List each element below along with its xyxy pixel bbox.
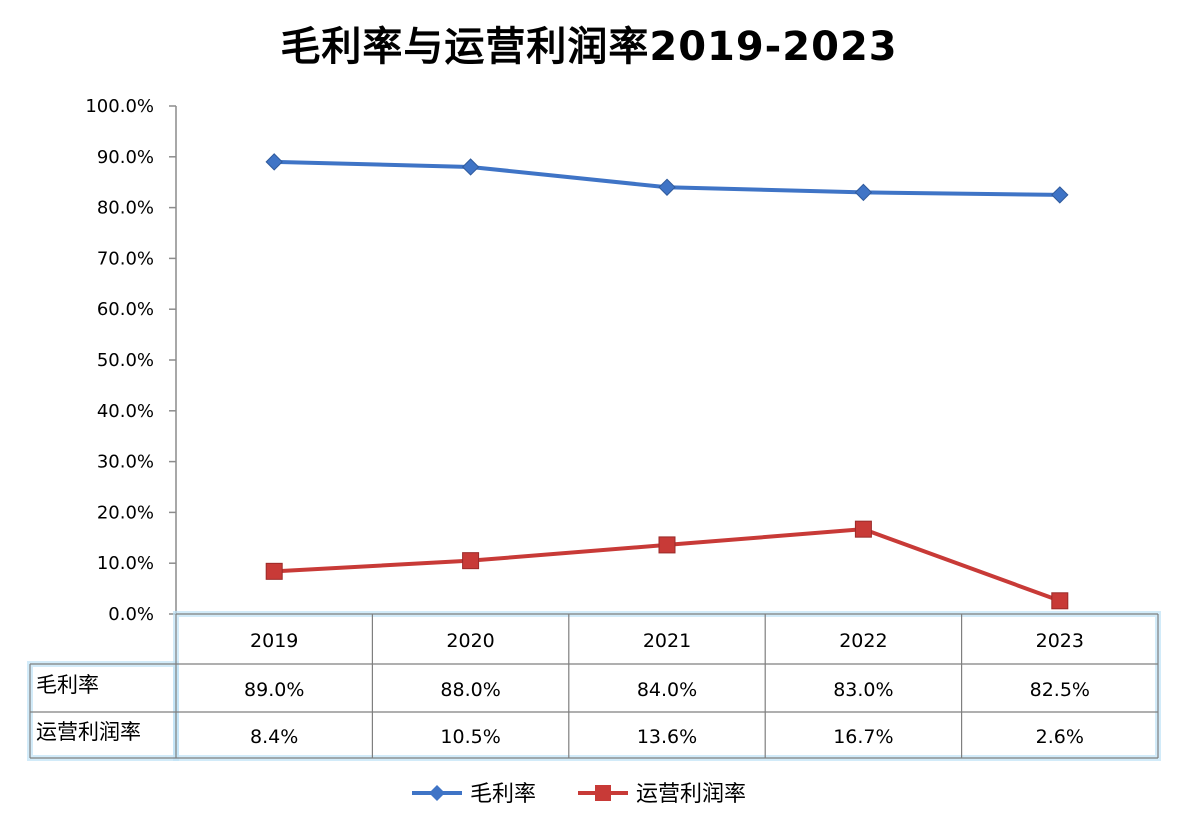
x-category-label: 2023 [1036, 630, 1084, 652]
data-point-1 [854, 183, 873, 202]
data-point-2 [1051, 592, 1069, 610]
table-row-header: 毛利率 [36, 673, 99, 697]
chart-title: 毛利率与运营利润率2019-2023 [280, 24, 898, 70]
x-category-label: 2022 [839, 630, 887, 652]
y-tick-label: 0.0% [108, 604, 154, 625]
y-tick-label: 80.0% [97, 198, 154, 219]
legend-label-2: 运营利润率 [636, 782, 746, 807]
data-point-1 [461, 158, 480, 176]
data-point-2 [658, 536, 676, 554]
y-tick-label: 10.0% [97, 553, 154, 574]
table-cell: 16.7% [833, 726, 893, 748]
table-cell: 89.0% [244, 679, 304, 701]
y-tick-label: 70.0% [97, 248, 154, 269]
data-point-2 [462, 552, 480, 570]
table-cell: 13.6% [637, 726, 697, 748]
x-category-label: 2020 [446, 630, 494, 652]
table-cell: 8.4% [250, 726, 298, 748]
table-cell: 88.0% [440, 679, 500, 701]
y-tick-label: 30.0% [97, 452, 154, 473]
y-tick-label: 50.0% [97, 350, 154, 371]
data-point-1 [1051, 186, 1069, 204]
table-cell: 84.0% [637, 679, 697, 701]
y-tick-label: 100.0% [85, 96, 154, 117]
data-point-1 [265, 153, 283, 171]
table-cell: 83.0% [833, 679, 893, 701]
table-cell: 2.6% [1036, 726, 1084, 748]
x-category-label: 2021 [643, 630, 691, 652]
legend-marker-1 [429, 785, 445, 801]
legend-marker-2 [595, 785, 611, 801]
y-tick-label: 40.0% [97, 401, 154, 422]
y-tick-label: 90.0% [97, 147, 154, 168]
data-point-1 [658, 178, 676, 196]
table-cell: 10.5% [440, 726, 500, 748]
table-row-header: 运营利润率 [36, 720, 141, 744]
data-point-2 [265, 562, 283, 580]
y-tick-label: 60.0% [97, 299, 154, 320]
data-point-2 [854, 520, 872, 538]
legend-label-1: 毛利率 [470, 782, 536, 807]
x-category-label: 2019 [250, 630, 298, 652]
y-tick-label: 20.0% [97, 502, 154, 523]
table-cell: 82.5% [1030, 679, 1090, 701]
